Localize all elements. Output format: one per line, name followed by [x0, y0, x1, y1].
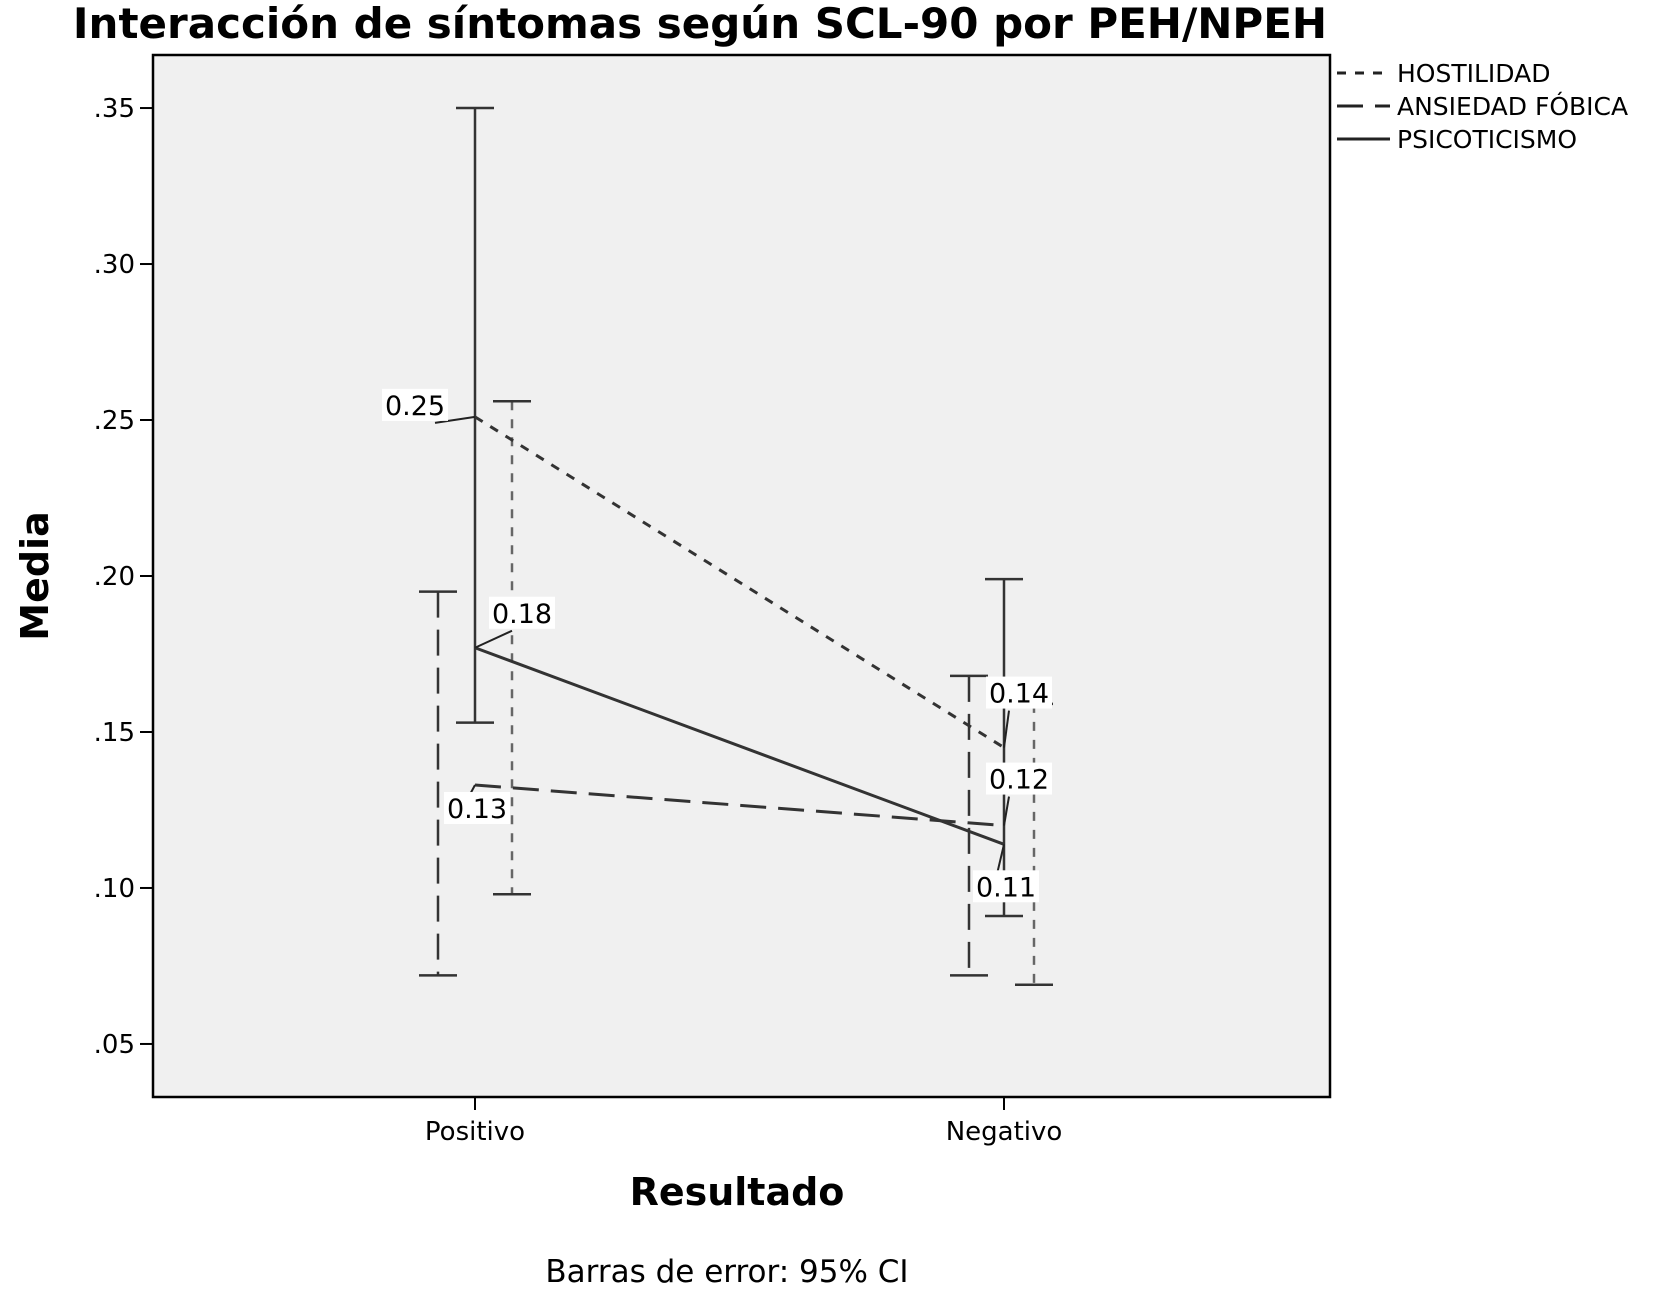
data-label-box — [986, 676, 1052, 709]
y-tick-label: .05 — [94, 1030, 135, 1060]
data-label-leader — [1003, 710, 1010, 748]
legend: HOSTILIDAD ANSIEDAD FÓBICA PSICOTICISMO — [1337, 59, 1628, 154]
x-axis-title: Resultado — [630, 1170, 845, 1214]
data-label: 0.13 — [447, 794, 507, 825]
data-label-box — [489, 596, 555, 629]
y-tick-label: .15 — [94, 718, 135, 748]
plot-area — [151, 53, 1332, 1099]
y-tick-label: .30 — [94, 250, 135, 280]
legend-label: ANSIEDAD FÓBICA — [1397, 91, 1628, 121]
data-label-box — [973, 870, 1039, 903]
y-tick-label: .10 — [94, 874, 135, 904]
x-tick-label: Negativo — [946, 1117, 1063, 1147]
series-line — [474, 646, 1005, 846]
series-lines — [474, 415, 1005, 846]
data-label: 0.12 — [989, 765, 1049, 796]
data-label: 0.14 — [989, 679, 1049, 710]
data-label: 0.25 — [385, 391, 445, 422]
chart-title: Interacción de síntomas según SCL-90 por… — [73, 0, 1327, 48]
series-line — [474, 783, 1005, 828]
data-label: 0.11 — [976, 872, 1036, 903]
y-tick-label: .35 — [94, 94, 135, 124]
y-axis-title: Media — [13, 511, 57, 640]
y-tick-label: .25 — [94, 406, 135, 436]
data-labels: 0.25 0.14 0.13 0.12 0.18 0.11 — [382, 388, 1052, 903]
data-label-leader — [434, 415, 476, 424]
data-label-leader — [474, 629, 513, 649]
y-axis: .05 .10 .15 .20 .25 .30 .35 — [94, 94, 153, 1060]
data-label-box — [382, 388, 448, 421]
series-line — [474, 415, 1005, 749]
x-tick-label: Positivo — [425, 1117, 525, 1147]
legend-label: HOSTILIDAD — [1397, 59, 1550, 88]
y-tick-label: .20 — [94, 562, 135, 592]
data-label: 0.18 — [492, 599, 552, 630]
error-bar-note: Barras de error: 95% CI — [545, 1254, 908, 1290]
legend-label: PSICOTICISMO — [1397, 125, 1577, 154]
data-label-leader — [1003, 796, 1010, 826]
data-label-box — [444, 792, 510, 825]
x-axis: Positivo Negativo — [425, 1097, 1062, 1147]
data-label-box — [986, 762, 1052, 795]
